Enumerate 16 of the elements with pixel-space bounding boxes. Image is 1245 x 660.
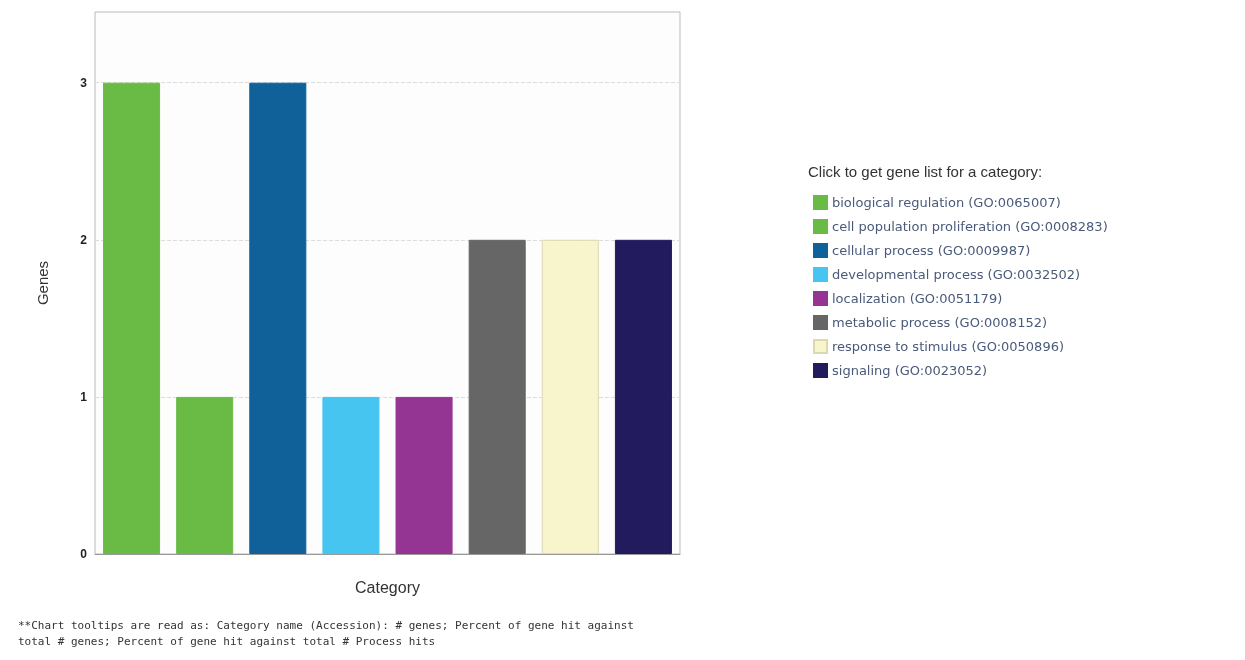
y-tick-label: 2 (80, 232, 88, 247)
legend-label: cellular process (GO:0009987) (832, 243, 1031, 258)
legend-label: localization (GO:0051179) (832, 291, 1003, 306)
y-tick-label: 1 (80, 389, 88, 404)
y-tick-label: 3 (80, 75, 88, 90)
legend-label: metabolic process (GO:0008152) (832, 315, 1048, 330)
y-axis-title: Genes (34, 260, 51, 306)
legend-label: signaling (GO:0023052) (832, 363, 988, 378)
legend-label: biological regulation (GO:0065007) (832, 195, 1061, 210)
legend-title: Click to get gene list for a category: (808, 163, 1043, 180)
x-axis-title: Category (355, 578, 420, 596)
y-tick-label: 0 (80, 547, 88, 561)
legend-label: cell population proliferation (GO:0008283) (832, 219, 1108, 234)
text: **Chart tooltips are read as: Category name (Accession): # genes; Percent of gene hit against total # genes; Percent of gene hit against total # Process hits (18, 618, 635, 650)
legend-label: developmental process (GO:0032502) (832, 267, 1081, 282)
legend-label: response to stimulus (GO:0050896) (832, 339, 1065, 354)
